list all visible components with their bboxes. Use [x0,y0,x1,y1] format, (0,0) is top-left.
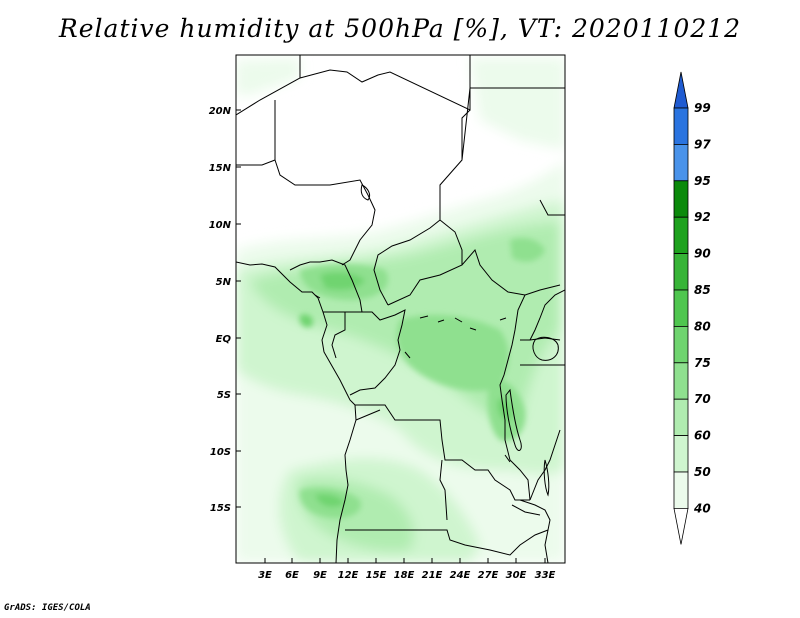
border-sudan [373,87,565,306]
rh-70-core-5 [510,238,545,262]
grads-credit: GrADS: IGES/COLA [4,603,91,613]
colorbar-swatch [673,289,689,327]
lon-label: 3E [258,570,272,581]
border-gabon-congo [331,309,406,396]
lat-label: 10S [210,447,231,458]
humidity-shading [236,55,565,563]
colorbar-swatch [673,107,689,145]
colorbar-label: 80 [694,319,711,333]
lake-tanganyika [505,388,522,451]
lon-label: 12E [338,570,359,581]
lat-label: 5N [216,277,232,288]
colorbar-label: 40 [693,501,711,515]
colorbar-swatch [673,216,689,254]
lon-label: 24E [450,570,471,581]
lon-label: 21E [422,570,443,581]
border-drc-south [355,404,530,501]
colorbar-swatch [673,398,689,437]
border-niger-chad [236,100,376,266]
latitude-axis: 20N 15N 10N 5N EQ 5S 10S 15S [209,106,241,514]
lon-label: 33E [535,570,556,581]
colorbar-swatch [673,71,689,109]
colorbar-swatch [673,507,689,545]
lat-label: EQ [216,334,232,345]
rh-40-northeast-patch [470,58,565,150]
border-zambia-malawi [519,429,561,563]
coastline [236,261,357,563]
lon-label: 18E [394,570,415,581]
lon-label: 6E [285,570,299,581]
colorbar-label: 50 [694,465,711,479]
rh-75-core-3 [497,399,513,421]
lat-label: 15S [210,503,231,514]
lake-victoria [532,336,559,361]
lake-kariba [511,504,541,516]
border-car [387,219,526,306]
colorbar-swatch [673,143,689,182]
country-borders [236,55,565,563]
longitude-axis: 3E 6E 9E 12E 15E 18E 21E 24E 27E 30E 33E [258,558,556,581]
map-title: Relative humidity at 500hPa [%], VT: 202… [58,14,742,43]
colorbar-label: 70 [694,392,711,406]
map-frame [235,54,566,564]
colorbar-swatch [673,253,689,291]
colorbar-label: 75 [694,356,711,370]
border-drc-east [499,294,531,501]
border-ethiopia [524,199,565,296]
rh-75-core-4 [315,493,345,507]
colorbar-label: 99 [694,101,711,115]
colorbar-swatch [673,325,689,364]
lon-label: 15E [366,570,387,581]
rh-40-north-patch [236,58,300,95]
border-cameroon [289,259,363,313]
colorbar-label: 85 [694,283,711,297]
colorbar-swatch [673,180,689,218]
colorbar: 99 97 95 92 90 85 80 75 70 60 50 40 [673,71,711,545]
colorbar-label: 95 [694,174,711,188]
lat-label: 10N [209,220,232,231]
colorbar-label: 90 [694,247,711,261]
colorbar-label: 97 [694,137,711,151]
border-angola [345,409,549,556]
rh-75-core-2 [299,314,314,328]
colorbar-label: 92 [694,210,711,224]
lat-label: 15N [209,163,232,174]
lat-label: 20N [209,106,232,117]
colorbar-label: 60 [694,429,711,443]
lon-label: 27E [478,570,499,581]
lon-label: 30E [506,570,527,581]
lake-malawi [543,459,550,497]
colorbar-swatch [673,362,689,400]
colorbar-swatch [673,435,689,473]
congo-river-blobs [314,294,511,463]
colorbar-swatch [673,471,689,509]
lat-label: 5S [217,390,231,401]
lon-label: 9E [313,570,327,581]
rh-70-core-2 [396,314,509,391]
lake-chad [360,184,371,201]
